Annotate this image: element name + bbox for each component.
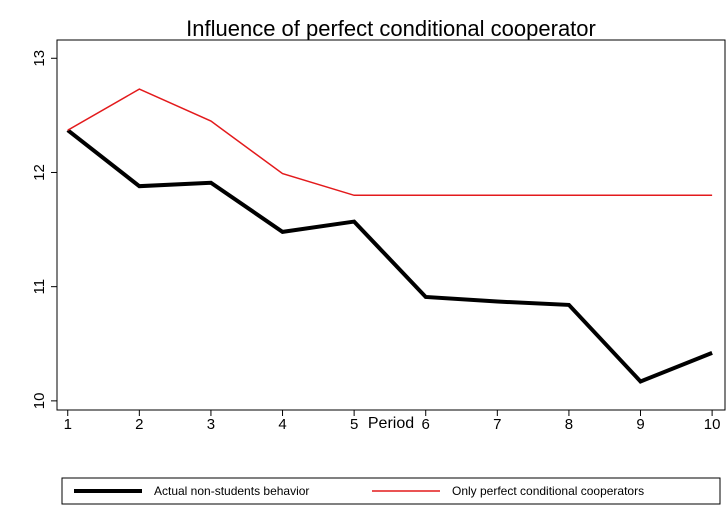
x-tick-label: 2 <box>135 416 143 433</box>
x-tick-label: 9 <box>636 416 644 433</box>
x-tick-label: 1 <box>64 416 72 433</box>
y-tick-label: 11 <box>31 279 48 295</box>
y-tick-label: 12 <box>31 164 48 181</box>
legend-box <box>61 477 721 505</box>
x-tick-label: 6 <box>422 416 430 433</box>
y-tick-label: 10 <box>31 393 48 410</box>
x-tick-label: 10 <box>704 416 721 433</box>
x-tick-label: 4 <box>278 416 286 433</box>
y-tick-label: 13 <box>31 50 48 67</box>
x-axis-label: Period <box>368 415 414 432</box>
chart-title: Influence of perfect conditional coopera… <box>186 16 596 41</box>
x-tick-label: 8 <box>565 416 573 433</box>
legend-label: Actual non-students behavior <box>154 484 309 498</box>
plot-frame <box>56 39 726 411</box>
series-line <box>66 128 713 384</box>
x-tick-label: 5 <box>350 416 358 433</box>
x-tick-label: 7 <box>493 416 501 433</box>
x-tick-label: 3 <box>207 416 215 433</box>
legend-label: Only perfect conditional cooperators <box>452 484 644 498</box>
series-line <box>67 88 713 197</box>
